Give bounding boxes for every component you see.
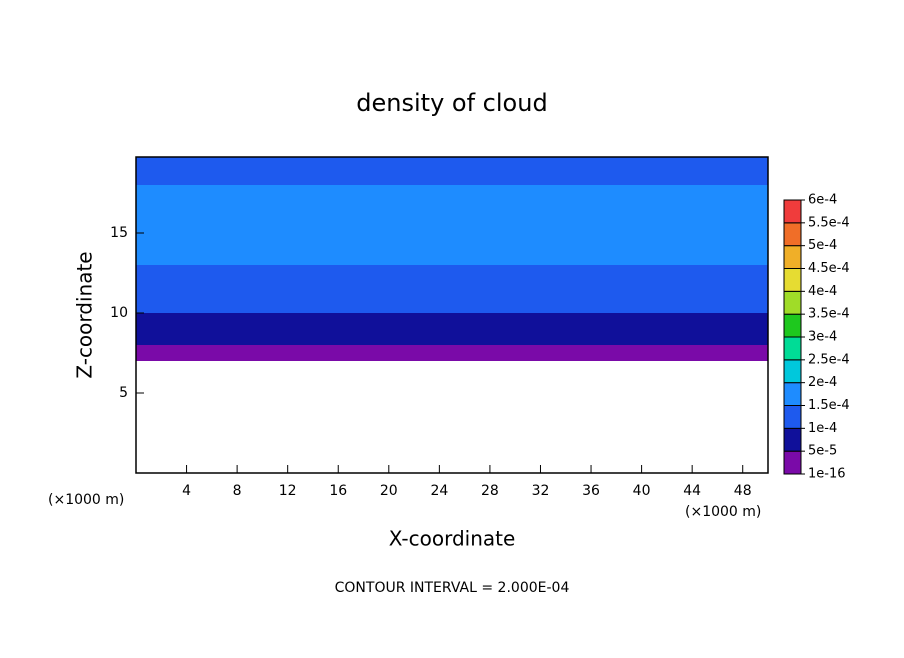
x-unit-label: (×1000 m) bbox=[685, 504, 761, 520]
x-tick-label: 40 bbox=[633, 483, 651, 499]
x-tick-label: 44 bbox=[683, 483, 701, 499]
x-tick-label: 36 bbox=[582, 483, 600, 499]
colorbar-segment bbox=[783, 268, 802, 292]
contour-band bbox=[136, 185, 768, 201]
colorbar-label: 5.5e-4 bbox=[808, 215, 850, 230]
colorbar-segment bbox=[783, 405, 802, 429]
colorbar-label: 3e-4 bbox=[808, 330, 837, 345]
colorbar-label: 4e-4 bbox=[808, 284, 837, 299]
x-tick-label: 32 bbox=[532, 483, 550, 499]
y-tick-label: 15 bbox=[110, 225, 128, 241]
colorbar-label: 5e-4 bbox=[808, 238, 837, 253]
contour-band bbox=[136, 233, 768, 249]
x-tick-label: 12 bbox=[279, 483, 297, 499]
colorbar-label: 2e-4 bbox=[808, 375, 837, 390]
colorbar-segment bbox=[783, 427, 802, 452]
x-axis-label: X-coordinate bbox=[389, 527, 516, 551]
x-tick-label: 48 bbox=[734, 483, 752, 499]
y-tick-label: 5 bbox=[119, 385, 128, 401]
plot-frame bbox=[135, 156, 769, 474]
contour-band bbox=[136, 169, 768, 185]
colorbar-segment bbox=[783, 245, 802, 270]
colorbar-label: 2.5e-4 bbox=[808, 352, 850, 367]
contour-band bbox=[136, 281, 768, 297]
colorbar-segment bbox=[783, 222, 802, 247]
colorbar-segment bbox=[783, 290, 802, 315]
colorbar-segment bbox=[783, 382, 802, 406]
contour-band bbox=[136, 201, 768, 217]
x-unit-label: (×1000 m) bbox=[48, 492, 124, 508]
colorbar-label: 6e-4 bbox=[808, 193, 837, 208]
colorbar-segment bbox=[783, 313, 802, 338]
x-tick-label: 16 bbox=[329, 483, 347, 499]
contour-band bbox=[136, 157, 768, 169]
colorbar-label: 3.5e-4 bbox=[808, 307, 850, 322]
colorbar-label: 1e-16 bbox=[808, 467, 846, 482]
contour-band bbox=[136, 265, 768, 281]
contour-band bbox=[136, 345, 768, 361]
contour-band bbox=[136, 217, 768, 233]
contour-band bbox=[136, 249, 768, 265]
colorbar-segment bbox=[783, 336, 802, 361]
x-tick-label: 28 bbox=[481, 483, 499, 499]
colorbar-segment bbox=[783, 359, 802, 384]
colorbar-segment bbox=[783, 450, 802, 475]
contour-band bbox=[136, 313, 768, 329]
contour-band bbox=[136, 329, 768, 345]
colorbar-label: 1.5e-4 bbox=[808, 398, 850, 413]
contour-band bbox=[136, 297, 768, 313]
x-tick-label: 8 bbox=[233, 483, 242, 499]
footnote: CONTOUR INTERVAL = 2.000E-04 bbox=[335, 580, 570, 596]
x-tick-label: 24 bbox=[430, 483, 448, 499]
colorbar-label: 5e-5 bbox=[808, 444, 837, 459]
y-tick-label: 10 bbox=[110, 305, 128, 321]
x-tick-label: 20 bbox=[380, 483, 398, 499]
colorbar-label: 1e-4 bbox=[808, 421, 837, 436]
field bbox=[136, 157, 768, 361]
x-tick-label: 4 bbox=[182, 483, 191, 499]
colorbar-label: 4.5e-4 bbox=[808, 261, 850, 276]
y-axis-label: Z-coordinate bbox=[73, 251, 97, 378]
chart-title: density of cloud bbox=[356, 89, 547, 117]
colorbar-segment bbox=[783, 199, 802, 224]
